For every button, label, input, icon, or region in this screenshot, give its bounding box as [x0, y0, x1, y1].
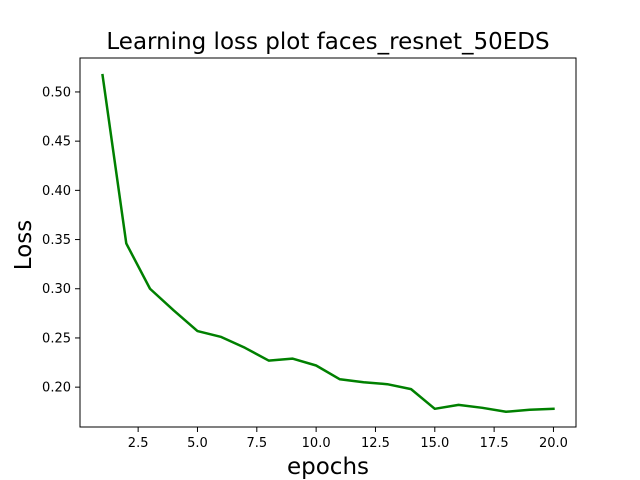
x-tick-label: 7.5 [246, 436, 267, 451]
x-axis-title: epochs [287, 454, 369, 480]
plot-area: 2.5 5.0 7.5 10.0 12.5 15.0 17.5 20.0 0.20 0.25 0.3… [42, 57, 577, 451]
chart-title: Learning loss plot faces_resnet_50EDS [106, 29, 549, 55]
x-tick-label: 5.0 [187, 436, 208, 451]
y-tick-label: 0.20 [42, 381, 71, 396]
y-tick-label: 0.35 [42, 233, 71, 248]
x-tick-label: 15.0 [420, 436, 449, 451]
y-tick-label: 0.50 [42, 85, 71, 100]
y-tick-label: 0.45 [42, 135, 71, 150]
x-tick-label: 10.0 [302, 436, 331, 451]
x-tick-label: 20.0 [539, 436, 568, 451]
x-tick-label: 17.5 [480, 436, 509, 451]
x-tick-label: 2.5 [128, 436, 149, 451]
y-tick-label: 0.40 [42, 184, 71, 199]
y-axis-title: Loss [11, 220, 37, 270]
plot-frame [79, 57, 577, 428]
series-line-0 [101, 73, 555, 413]
y-tick-label: 0.30 [42, 282, 71, 297]
x-tick-label: 12.5 [361, 436, 390, 451]
y-tick-label: 0.25 [42, 331, 71, 346]
